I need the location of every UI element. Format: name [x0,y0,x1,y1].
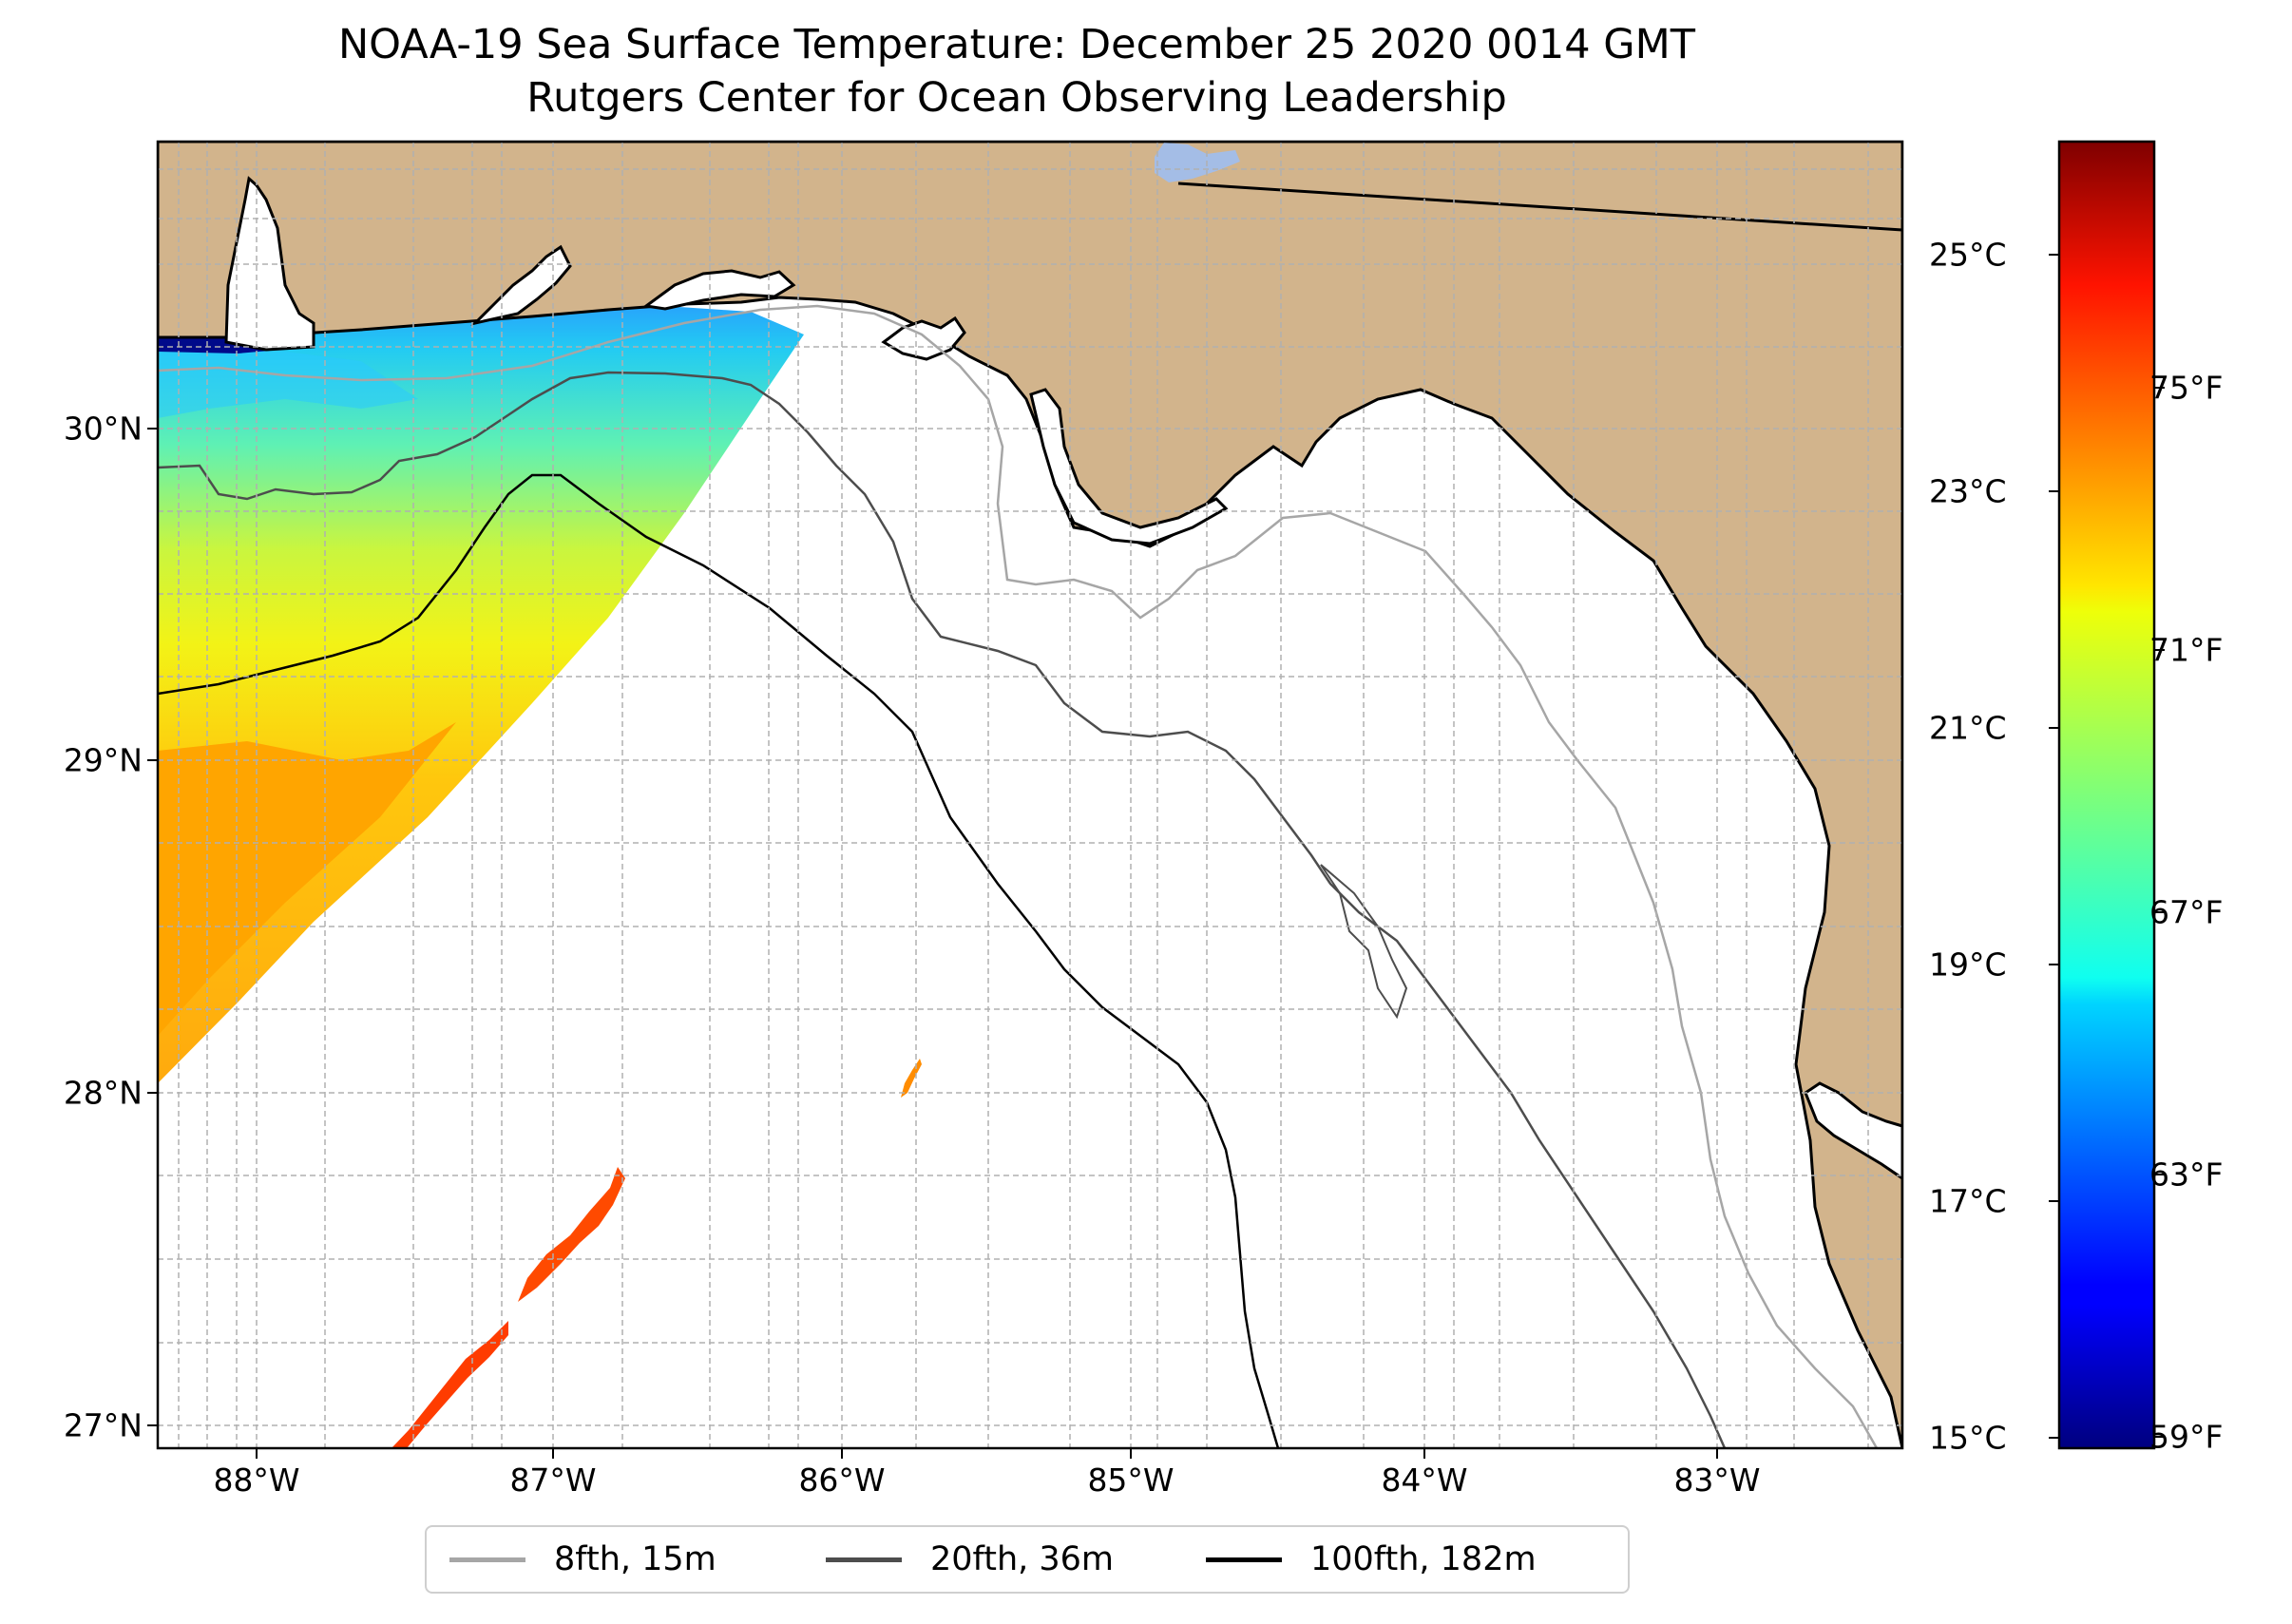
contour-20fth-island [1320,864,1408,1020]
y-tick-label: 27°N [63,1406,143,1444]
x-tick-label: 83°W [1673,1462,1761,1499]
colorbar-fahrenheit-label: 59°F [2149,1418,2224,1456]
x-tick-label: 88°W [213,1462,300,1499]
colorbar-celsius-label: 15°C [1929,1419,2007,1457]
inland-lake [1155,143,1240,182]
y-axis-ticks [147,428,158,1426]
sst-warm-patch [158,722,456,1036]
x-axis-ticks [256,1448,1718,1459]
colorbar-celsius-label: 21°C [1929,709,2007,747]
pensacola-bay [470,244,572,326]
choctawhatchee-bay [642,269,796,311]
state-border [1177,182,1902,232]
mobile-bay [224,176,315,352]
x-tick-label: 86°W [798,1462,886,1499]
legend-item-8fth: 8fth, 15m [449,1527,716,1592]
graticule [158,142,1902,1448]
contour-8fth [158,304,1879,1448]
legend-line-swatch [826,1557,902,1562]
legend-label: 20fth, 36m [930,1540,1115,1578]
x-tick-label: 87°W [509,1462,597,1499]
legend-label: 100fth, 182m [1310,1540,1537,1578]
legend-item-20fth: 20fth, 36m [826,1527,1114,1592]
apalachicola-bay [1029,388,1229,545]
contour-100fth [158,473,1280,1448]
sst-swath [158,285,804,1083]
legend-line-swatch [1206,1557,1282,1562]
x-tick-label: 85°W [1087,1462,1175,1499]
colorbar-fahrenheit-label: 67°F [2149,893,2224,931]
contour-20fth [158,371,1727,1448]
colorbar-celsius-label: 23°C [1929,472,2007,510]
map-panel [158,142,1902,1448]
map-frame [156,140,1904,1450]
colorbar-fahrenheit-label: 71°F [2149,631,2224,669]
colorbar [2057,140,2156,1450]
land-north [158,142,1902,1448]
x-tick-label: 84°W [1381,1462,1468,1499]
y-tick-label: 28°N [63,1074,143,1112]
legend-label: 8fth, 15m [554,1540,716,1578]
colorbar-celsius-label: 17°C [1929,1182,2007,1220]
sst-warm-streak [518,1167,625,1302]
chart-subtitle: Rutgers Center for Ocean Observing Leade… [526,74,1507,122]
colorbar-celsius-label: 25°C [1929,236,2007,274]
colorbar-fahrenheit-label: 75°F [2149,369,2224,407]
chart-title: NOAA-19 Sea Surface Temperature: Decembe… [338,21,1695,68]
colorbar-celsius-label: 19°C [1929,946,2007,984]
st-andrews-bay [881,315,966,361]
legend-line-swatch [449,1557,525,1562]
tampa-bay [1804,1081,1902,1180]
y-tick-label: 30°N [63,410,143,448]
sst-warm-streak [392,1321,508,1448]
contour-legend: 8fth, 15m 20fth, 36m 100fth, 182m [425,1525,1630,1594]
legend-item-100fth: 100fth, 182m [1206,1527,1537,1592]
colorbar-fahrenheit-label: 63°F [2149,1156,2224,1194]
colorbar-ticks [2049,254,2165,1439]
y-tick-label: 29°N [63,741,143,779]
